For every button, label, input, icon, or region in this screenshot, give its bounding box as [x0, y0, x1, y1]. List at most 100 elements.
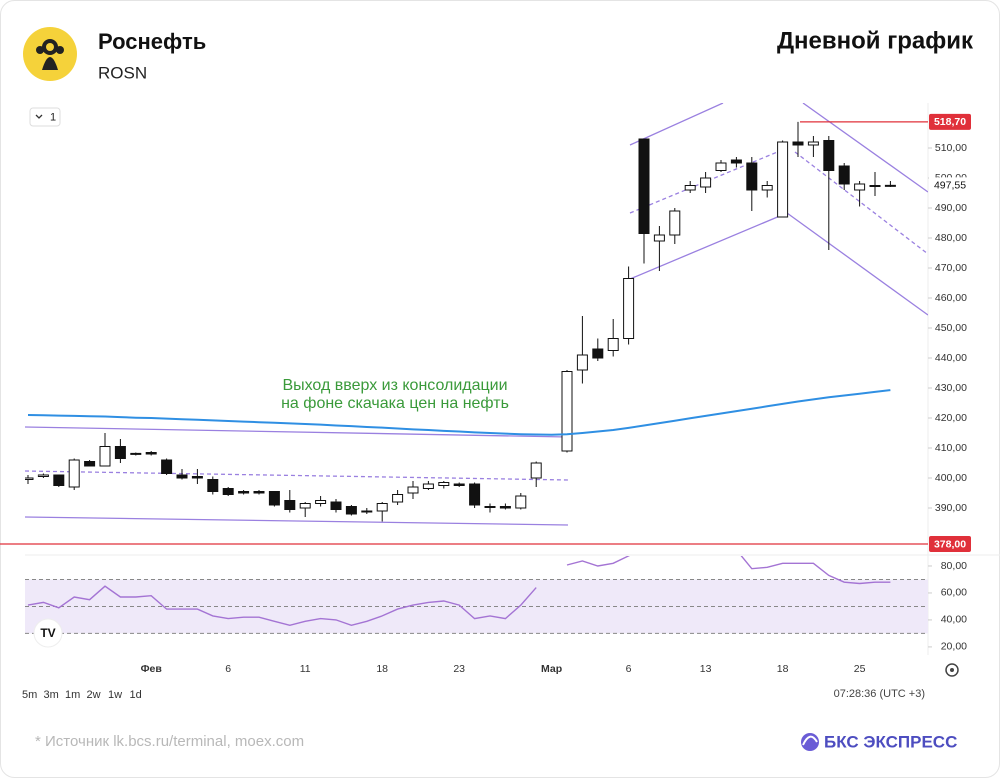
candle-body	[299, 503, 311, 509]
axes: 390,00 400,00 410,00 420,00 430,00 440,00 450,…	[141, 142, 968, 675]
period-button[interactable]: 5m	[22, 689, 37, 701]
candle-body	[130, 452, 142, 455]
y-tick-label: 430,00	[935, 382, 967, 394]
candle-body	[653, 234, 665, 242]
y-tick-label: 390,00	[935, 502, 967, 514]
price-label-box	[929, 113, 971, 130]
candle-body	[222, 488, 234, 495]
candle-body	[515, 495, 527, 509]
candle-body	[392, 494, 404, 503]
candle-body	[238, 491, 250, 494]
drawings	[25, 103, 928, 526]
y-tick-label: 420,00	[935, 412, 967, 424]
candle-body	[53, 474, 65, 486]
candle-body	[345, 506, 357, 515]
candle-body	[268, 491, 280, 506]
y-tick-label: 460,00	[935, 292, 967, 304]
ticker: ROSN	[98, 63, 147, 82]
x-tick-label: Мар	[541, 663, 562, 675]
rsi-line	[27, 556, 891, 627]
x-tick-label: 6	[626, 663, 632, 675]
settings-icon[interactable]	[945, 663, 959, 677]
period-button[interactable]: 1m	[65, 689, 80, 701]
candle-body	[684, 185, 696, 191]
candle-body	[669, 210, 681, 236]
x-tick-label: Фев	[141, 663, 163, 675]
candle-body	[114, 446, 126, 459]
period-button[interactable]: 3m	[44, 689, 59, 701]
rsi-pane	[25, 556, 928, 634]
x-tick-label: 6	[225, 663, 231, 675]
rsi-tick-label: 20,00	[941, 641, 967, 653]
candle-body	[207, 479, 219, 492]
candle-body	[561, 371, 573, 452]
svg-text:TV: TV	[40, 626, 55, 640]
candle-body	[407, 486, 419, 494]
x-tick-label: 23	[453, 663, 465, 675]
rsi-tick-label: 80,00	[941, 560, 967, 572]
candle-body	[854, 183, 866, 191]
y-tick-label: 440,00	[935, 352, 967, 364]
candle-body	[361, 510, 373, 513]
candle-body	[730, 159, 742, 164]
toolbar: 5m 3m 1m 2w 1w 1d	[22, 689, 142, 701]
period-button[interactable]: 1w	[108, 689, 122, 701]
candle-body	[253, 491, 265, 494]
y-tick-label: 450,00	[935, 322, 967, 334]
candle-body	[530, 462, 542, 479]
candle-body	[161, 459, 173, 474]
candle-body	[823, 140, 835, 171]
price-label: 518,70	[934, 116, 966, 128]
time: 07:28:36 (UTC +3)	[834, 688, 925, 700]
candle-body	[807, 141, 819, 146]
interval-select[interactable]: 1	[29, 107, 61, 127]
logo	[23, 27, 77, 81]
candle-body	[376, 503, 388, 512]
brand: БКС ЭКСПРЕСС	[824, 732, 957, 751]
candle-body	[68, 459, 80, 488]
period-button[interactable]: 2w	[87, 689, 101, 701]
candle-body	[700, 177, 712, 188]
moving-average	[27, 389, 891, 436]
brand-logo	[801, 733, 819, 751]
candle-body	[284, 500, 296, 510]
price-label-box	[929, 536, 971, 552]
period-button[interactable]: 1d	[130, 689, 142, 701]
candle-body	[84, 461, 96, 467]
candle-body	[638, 138, 650, 234]
candle-body	[592, 348, 604, 359]
x-tick-label: 18	[777, 663, 789, 675]
last-price-box	[929, 177, 971, 194]
candle-body	[715, 162, 727, 171]
candle-body	[746, 162, 758, 191]
annotation: на фоне скачака цен на нефть	[281, 395, 509, 412]
annotation: Выход вверх из консолидации	[282, 377, 507, 394]
chart-label: Дневной график	[777, 27, 974, 54]
y-tick-label: 510,00	[935, 142, 967, 154]
last-price-label: 497,55	[934, 180, 966, 192]
candle-body	[438, 482, 450, 486]
candle-body	[884, 184, 896, 187]
y-tick-label: 470,00	[935, 262, 967, 274]
candle-body	[792, 141, 804, 146]
candle-body	[145, 452, 157, 455]
price-pane	[25, 121, 896, 522]
y-tick-label: 400,00	[935, 472, 967, 484]
y-tick-label: 410,00	[935, 442, 967, 454]
candle-body	[607, 338, 619, 351]
candle-body	[761, 185, 773, 191]
x-tick-label: 18	[376, 663, 388, 675]
rsi-tick-label: 40,00	[941, 614, 967, 626]
y-tick-label: 490,00	[935, 202, 967, 214]
price-label: 378,00	[934, 538, 966, 550]
candle-body	[25, 477, 34, 480]
tv-logo: TV	[33, 618, 63, 648]
candle-body	[453, 483, 465, 486]
candle-body	[499, 506, 511, 509]
candle-body	[623, 278, 635, 339]
candle-body	[99, 446, 111, 467]
candle-body	[576, 354, 588, 371]
candle-body	[484, 506, 496, 508]
x-tick-label: 13	[700, 663, 712, 675]
